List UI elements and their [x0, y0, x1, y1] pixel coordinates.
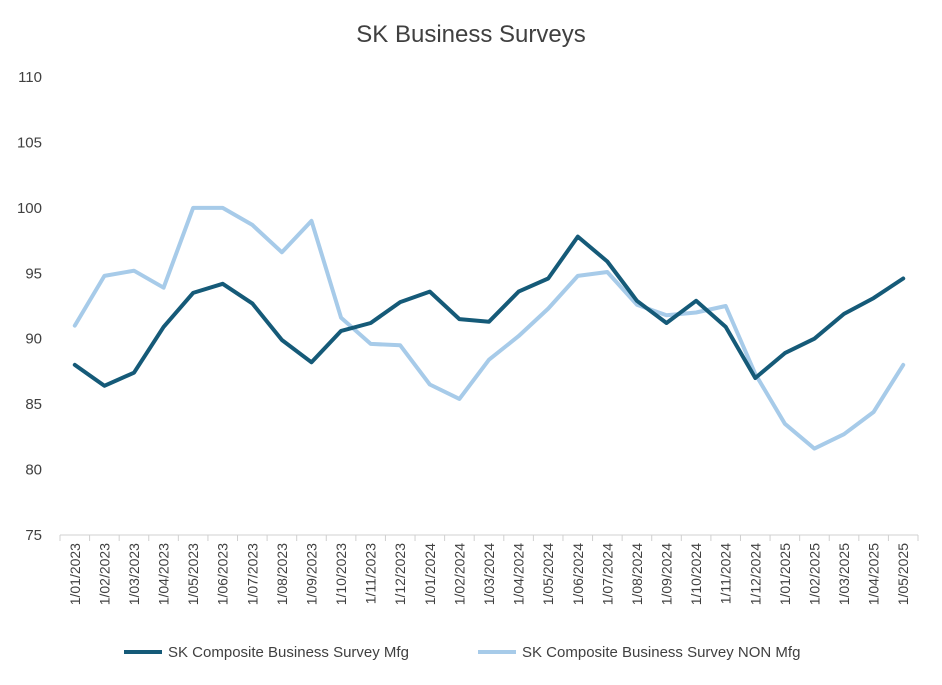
x-tick-label: 1/11/2023: [363, 543, 379, 604]
y-tick-label: 100: [17, 200, 42, 217]
x-tick-label: 1/08/2024: [629, 543, 645, 605]
y-tick-label: 80: [25, 462, 42, 479]
x-tick-label: 1/01/2024: [422, 543, 438, 605]
x-tick-label: 1/03/2024: [481, 543, 497, 605]
y-tick-label: 85: [25, 396, 42, 413]
x-tick-label: 1/10/2023: [333, 543, 349, 605]
x-tick-label: 1/09/2024: [659, 543, 675, 605]
legend-label: SK Composite Business Survey NON Mfg: [522, 644, 800, 661]
x-tick-label: 1/04/2024: [511, 543, 527, 605]
x-axis-labels: 1/01/2023 1/02/2023 1/03/2023 1/04/2023 1/05…: [67, 543, 911, 606]
x-tick-label: 1/02/2025: [806, 543, 822, 605]
x-tick-label: 1/12/2024: [747, 543, 763, 605]
series-line-mfg: [72, 234, 906, 388]
x-tick-label: 1/05/2023: [185, 543, 201, 605]
x-tick-label: 1/12/2023: [392, 543, 408, 605]
y-tick-label: 110: [18, 69, 42, 86]
y-tick-label: 75: [25, 527, 42, 544]
x-tick-label: 1/03/2023: [126, 543, 142, 605]
x-tick-label: 1/08/2023: [274, 543, 290, 605]
x-tick-label: 1/09/2023: [303, 543, 319, 605]
x-tick-label: 1/01/2025: [777, 543, 793, 605]
x-tick-label: 1/10/2024: [688, 543, 704, 605]
legend: SK Composite Business Survey Mfg SK Compo…: [124, 644, 800, 661]
x-tick-label: 1/02/2024: [451, 543, 467, 605]
x-tick-label: 1/05/2025: [895, 543, 911, 605]
chart-title: SK Business Surveys: [356, 21, 585, 48]
x-tick-label: 1/04/2025: [866, 543, 882, 605]
x-tick-label: 1/06/2023: [215, 543, 231, 605]
legend-label: SK Composite Business Survey Mfg: [168, 644, 409, 661]
x-tick-label: 1/02/2023: [96, 543, 112, 605]
x-tick-label: 1/07/2024: [599, 543, 615, 605]
x-tick-label: 1/03/2025: [836, 543, 852, 605]
y-axis: 75 80 85 90 95 100 105 110: [17, 69, 42, 544]
x-tick-label: 1/05/2024: [540, 543, 556, 605]
y-tick-label: 90: [25, 331, 42, 348]
x-tick-label: 1/01/2023: [67, 543, 83, 605]
x-tick-label: 1/04/2023: [156, 543, 172, 605]
x-axis-ticks: [59, 535, 919, 541]
x-tick-label: 1/06/2024: [570, 543, 586, 605]
x-tick-label: 1/07/2023: [244, 543, 260, 605]
y-tick-label: 95: [25, 265, 42, 282]
x-tick-label: 1/11/2024: [718, 543, 734, 604]
series-line-non-mfg: [72, 205, 906, 451]
y-tick-label: 105: [17, 134, 42, 151]
series-lines: [72, 205, 906, 451]
